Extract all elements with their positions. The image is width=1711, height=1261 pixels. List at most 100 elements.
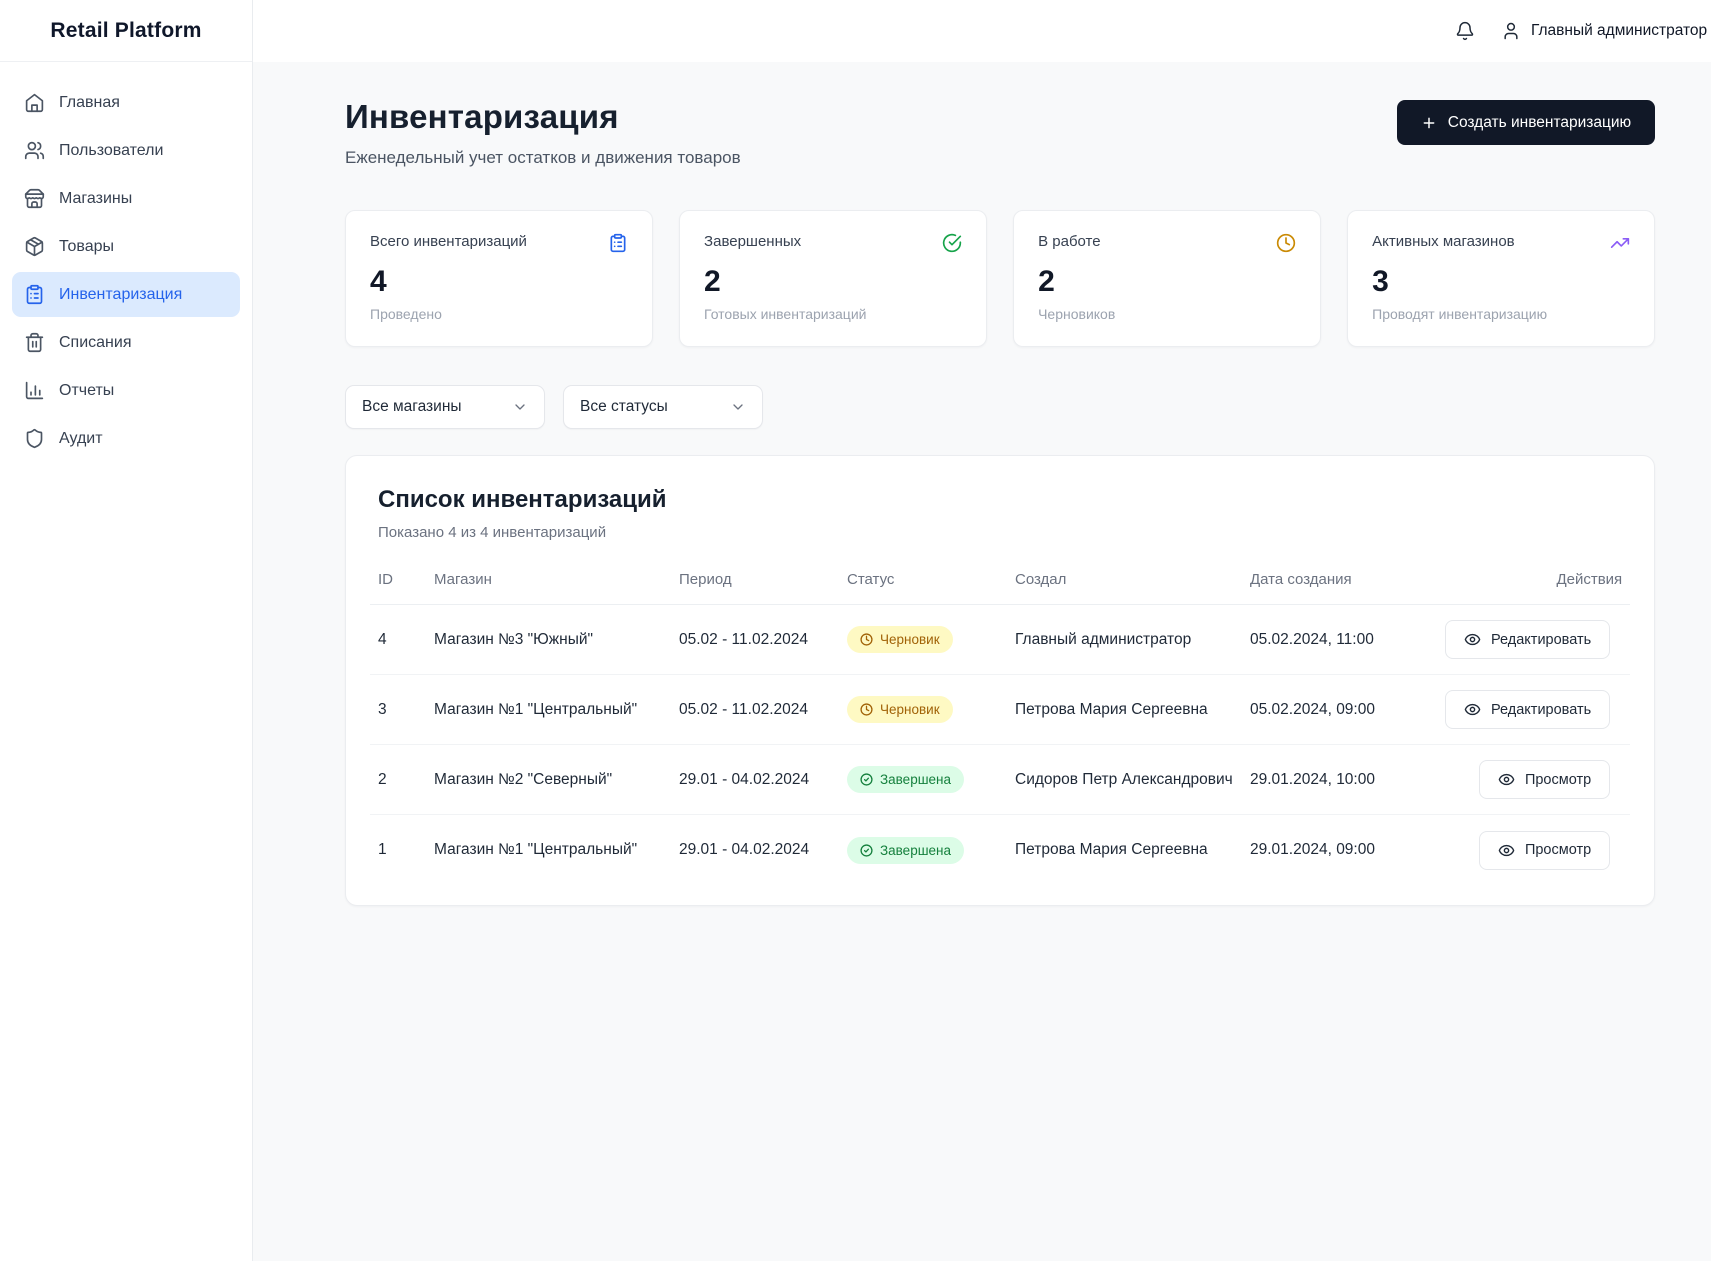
stat-label: Активных магазинов [1372, 233, 1515, 250]
cell-created: 05.02.2024, 11:00 [1250, 630, 1374, 648]
cell-actions: Редактировать [1445, 690, 1622, 729]
stat-value: 2 [704, 265, 721, 298]
column-header-creator: Создал [1015, 571, 1067, 588]
stat-label: В работе [1038, 233, 1101, 250]
sidebar-item-reports[interactable]: Отчеты [12, 368, 240, 413]
stat-label: Всего инвентаризаций [370, 233, 527, 250]
status-filter-value: Все статусы [580, 398, 668, 415]
cell-created: 29.01.2024, 10:00 [1250, 770, 1375, 788]
view-button[interactable]: Просмотр [1478, 830, 1611, 870]
view-button[interactable]: Просмотр [1478, 760, 1611, 799]
edit-button[interactable]: Редактировать [1445, 690, 1611, 729]
page-header-text: Инвентаризация Еженедельный учет остатко… [345, 98, 741, 168]
sidebar-item-home[interactable]: Главная [12, 80, 240, 125]
cell-store: Магазин №1 "Центральный" [434, 841, 638, 858]
stat-card-total: Всего инвентаризаций 4 Проведено [345, 210, 654, 347]
sidebar-item-inventory[interactable]: Инвентаризация [12, 272, 240, 317]
table-row: 3 Магазин №1 "Центральный" 05.02 - 11.02… [370, 675, 1631, 745]
edit-button[interactable]: Редактировать [1445, 620, 1611, 659]
page-title: Инвентаризация [345, 98, 619, 135]
status-badge: Черновик [847, 696, 953, 723]
cell-store: Магазин №1 "Центральный" [434, 700, 638, 718]
user-name: Главный администратор [1530, 22, 1708, 39]
cell-actions: Просмотр [1445, 830, 1622, 870]
users-icon [24, 141, 45, 160]
brand-logo: Retail Platform [0, 0, 252, 62]
status-badge: Завершена [847, 766, 965, 793]
action-label: Редактировать [1491, 631, 1592, 648]
store-icon [24, 188, 45, 209]
eye-icon [1464, 633, 1481, 646]
status-label: Черновик [880, 702, 940, 717]
plus-icon [1423, 117, 1435, 128]
table-row: 4 Магазин №3 "Южный" 05.02 - 11.02.2024 … [370, 605, 1631, 675]
column-header-status: Статус [847, 571, 895, 588]
cell-period: 05.02 - 11.02.2024 [679, 630, 808, 648]
user-icon [1504, 22, 1518, 40]
store-filter-value: Все магазины [362, 398, 462, 415]
stat-sublabel: Готовых инвентаризаций [704, 306, 867, 322]
check-circle-icon [860, 843, 873, 857]
sidebar-item-users[interactable]: Пользователи [12, 128, 240, 173]
cell-creator: Главный администратор [1015, 630, 1192, 648]
store-filter-select[interactable]: Все магазины [345, 385, 545, 429]
cell-created: 29.01.2024, 09:00 [1250, 841, 1375, 858]
clock-icon [860, 633, 873, 646]
shield-icon [26, 428, 43, 449]
cell-id: 4 [378, 630, 387, 648]
column-header-created: Дата создания [1250, 571, 1352, 588]
sidebar-item-audit[interactable]: Аудит [12, 416, 240, 461]
stat-sublabel: Проводят инвентаризацию [1372, 306, 1548, 322]
stat-card-completed: Завершенных 2 Готовых инвентаризаций [679, 210, 988, 347]
action-label: Просмотр [1524, 771, 1592, 788]
list-title: Список инвентаризаций [378, 486, 667, 513]
stat-cards: Всего инвентаризаций 4 Проведено Заверше… [345, 210, 1656, 347]
status-label: Завершена [880, 772, 952, 787]
cell-id: 1 [378, 841, 387, 858]
inventory-list-card: Список инвентаризаций Показано 4 из 4 ин… [345, 455, 1656, 906]
status-label: Завершена [880, 842, 952, 858]
cell-status: Завершена [847, 836, 1015, 864]
column-header-store: Магазин [434, 571, 492, 588]
stat-card-in-progress: В работе 2 Черновиков [1013, 210, 1322, 347]
cell-created: 05.02.2024, 09:00 [1250, 700, 1375, 718]
sidebar-item-stores[interactable]: Магазины [12, 176, 240, 221]
status-badge: Завершена [847, 836, 965, 864]
notifications-button[interactable] [1455, 21, 1475, 41]
stat-card-active-stores: Активных магазинов 3 Проводят инвентариз… [1347, 210, 1656, 347]
cell-id: 2 [378, 770, 387, 788]
sidebar-item-label: Пользователи [59, 141, 164, 159]
column-header-id: ID [378, 571, 393, 588]
cell-period: 29.01 - 04.02.2024 [679, 770, 810, 788]
trending-up-icon [1611, 238, 1630, 248]
sidebar-item-writeoffs[interactable]: Списания [12, 320, 240, 365]
action-label: Редактировать [1491, 701, 1592, 718]
page-subtitle: Еженедельный учет остатков и движения то… [345, 148, 741, 167]
brand-name: Retail Platform [50, 18, 202, 42]
bell-icon [1456, 21, 1474, 41]
clipboard-list-icon [26, 284, 43, 305]
trash-icon [25, 332, 44, 353]
sidebar-item-label: Аудит [59, 429, 103, 447]
page-header: Инвентаризация Еженедельный учет остатко… [345, 98, 1656, 168]
sidebar-nav: Главная Пользователи Магазины Товары Инв… [0, 62, 252, 482]
status-filter-select[interactable]: Все статусы [563, 385, 763, 429]
sidebar: Retail Platform Главная Пользователи Маг… [0, 0, 253, 1261]
bar-chart-icon [25, 381, 44, 400]
main-area: Главный администратор Инвентаризация Еже… [253, 0, 1711, 1261]
column-header-period: Период [679, 571, 732, 588]
chevron-down-icon [515, 404, 525, 410]
table-row: 1 Магазин №1 "Центральный" 29.01 - 04.02… [370, 815, 1630, 885]
table-row: 2 Магазин №2 "Северный" 29.01 - 04.02.20… [370, 745, 1631, 815]
sidebar-item-label: Товары [59, 237, 115, 255]
create-inventory-button[interactable]: Создать инвентаризацию [1396, 100, 1656, 145]
column-header-actions: Действия [1556, 571, 1623, 588]
cell-id: 3 [378, 700, 387, 718]
home-icon [25, 93, 44, 113]
user-menu[interactable]: Главный администратор [1501, 21, 1707, 41]
stat-sublabel: Черновиков [1038, 306, 1116, 322]
sidebar-item-label: Инвентаризация [59, 285, 183, 303]
sidebar-item-products[interactable]: Товары [12, 224, 240, 269]
cell-status: Черновик [847, 696, 1015, 723]
stat-sublabel: Проведено [370, 306, 442, 322]
